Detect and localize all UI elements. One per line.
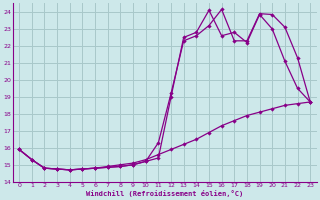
X-axis label: Windchill (Refroidissement éolien,°C): Windchill (Refroidissement éolien,°C) [86,190,243,197]
